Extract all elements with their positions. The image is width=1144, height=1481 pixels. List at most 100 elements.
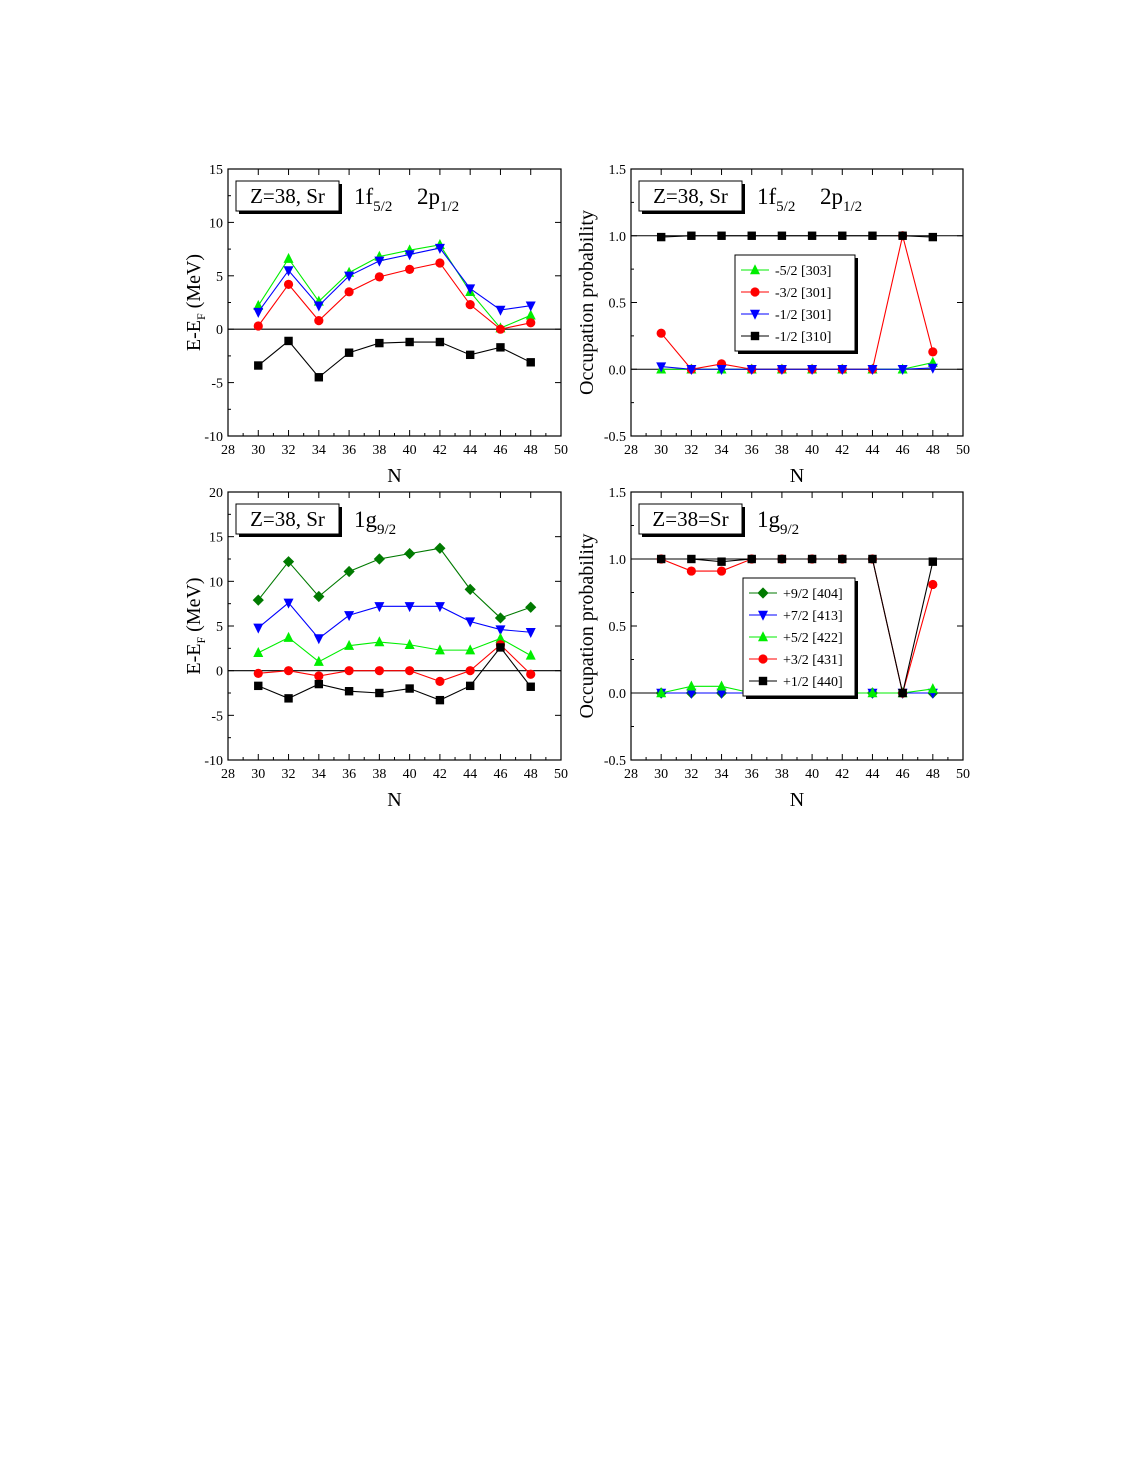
series-line	[257, 602, 531, 640]
x-tick-label: 30	[251, 767, 265, 782]
x-tick-label: 38	[372, 767, 386, 782]
data-point	[464, 583, 476, 595]
data-point	[525, 301, 536, 312]
data-point	[717, 557, 726, 566]
data-point	[656, 687, 667, 698]
x-tick-label: 34	[715, 443, 729, 458]
data-point	[283, 252, 294, 263]
panel-occupation-1f-2p: 28 30 32 34 36 38 40 42 44 46 48 50 -0.5 0.0 0.5 1.0 1.5…	[576, 163, 970, 487]
data-point	[716, 688, 727, 699]
data-point	[344, 611, 355, 622]
data-point	[405, 337, 414, 347]
x-tick-label: 46	[493, 767, 507, 782]
data-point	[465, 681, 475, 691]
x-tick-label: 36	[342, 443, 356, 458]
legend-swatch-marker	[750, 287, 760, 297]
x-tick-label: 38	[775, 767, 789, 782]
data-point	[656, 554, 666, 564]
data-point	[374, 636, 385, 647]
nucleus-label: Z=38, Sr	[250, 507, 325, 531]
legend-label: +3/2 [431]	[783, 653, 843, 668]
data-point	[526, 318, 536, 328]
data-point	[375, 688, 384, 698]
legend-label: +5/2 [422]	[783, 631, 843, 646]
data-point	[435, 337, 445, 347]
x-tick-label: 46	[896, 443, 910, 458]
x-tick-label: 42	[433, 767, 447, 782]
y-tick-label: 0.0	[609, 363, 627, 378]
data-point	[465, 644, 476, 655]
data-point	[404, 250, 415, 261]
data-point	[374, 602, 385, 613]
data-point	[928, 579, 938, 590]
y-axis-label: Occupation probability	[576, 210, 598, 395]
x-axis-label: N	[387, 789, 401, 811]
orbital-label-0: 1g9/2	[354, 507, 396, 538]
series-line	[257, 340, 531, 379]
series-line	[661, 235, 933, 238]
y-tick-label: -5	[211, 709, 223, 724]
data-point	[656, 362, 667, 373]
data-point	[344, 271, 355, 282]
data-point	[495, 625, 506, 636]
data-point	[254, 361, 263, 370]
data-point	[465, 350, 475, 360]
y-tick-label: 0	[216, 665, 223, 680]
data-point	[777, 554, 787, 564]
x-tick-label: 50	[554, 443, 568, 458]
legend-label: +1/2 [440]	[783, 675, 843, 690]
legend-label: -1/2 [301]	[775, 308, 831, 323]
series-1	[253, 598, 536, 645]
x-tick-label: 48	[926, 443, 940, 458]
data-point	[405, 684, 414, 693]
series-line	[661, 558, 934, 694]
series-3	[254, 336, 535, 382]
data-point	[314, 373, 324, 382]
y-tick-label: 0.5	[609, 297, 627, 312]
y-tick-label: 15	[209, 531, 223, 546]
x-tick-label: 50	[956, 767, 970, 782]
data-point	[868, 554, 877, 564]
x-tick-label: 40	[805, 767, 819, 782]
y-tick-label: 0	[216, 323, 223, 338]
orbital-label-0: 1f5/2	[354, 184, 392, 215]
legend-swatch-marker	[758, 631, 768, 642]
x-tick-label: 46	[493, 443, 507, 458]
x-tick-label: 36	[745, 767, 759, 782]
x-tick-label: 44	[463, 443, 477, 458]
data-point	[283, 631, 294, 642]
series-line	[258, 636, 531, 663]
data-point	[284, 336, 293, 346]
data-point	[898, 231, 907, 240]
data-point	[716, 365, 727, 376]
data-point	[343, 565, 355, 578]
data-point	[686, 688, 697, 699]
x-tick-label: 36	[745, 443, 759, 458]
series-2	[656, 362, 938, 376]
series-2	[253, 631, 536, 666]
y-axis-label: E-EF (MeV)	[183, 254, 208, 351]
nucleus-label: Z=38, Sr	[653, 184, 728, 208]
data-point	[716, 566, 727, 576]
data-point	[525, 601, 537, 613]
y-tick-label: 10	[209, 216, 223, 231]
nucleus-label: Z=38, Sr	[250, 184, 325, 208]
y-tick-label: 1.5	[609, 163, 627, 178]
data-point	[867, 687, 878, 698]
data-point	[344, 348, 354, 357]
y-tick-label: 1.0	[609, 553, 627, 568]
data-point	[807, 554, 817, 564]
x-tick-label: 38	[372, 443, 386, 458]
series-2	[253, 258, 536, 334]
data-point	[253, 623, 264, 634]
data-point	[495, 324, 506, 334]
data-point	[283, 279, 294, 289]
data-point	[656, 232, 666, 242]
data-point	[747, 231, 756, 240]
y-tick-label: 5	[216, 270, 223, 285]
x-tick-label: 30	[251, 443, 265, 458]
x-tick-label: 42	[433, 443, 447, 458]
data-point	[434, 644, 445, 655]
data-point	[897, 365, 908, 376]
y-tick-label: 15	[209, 163, 223, 178]
